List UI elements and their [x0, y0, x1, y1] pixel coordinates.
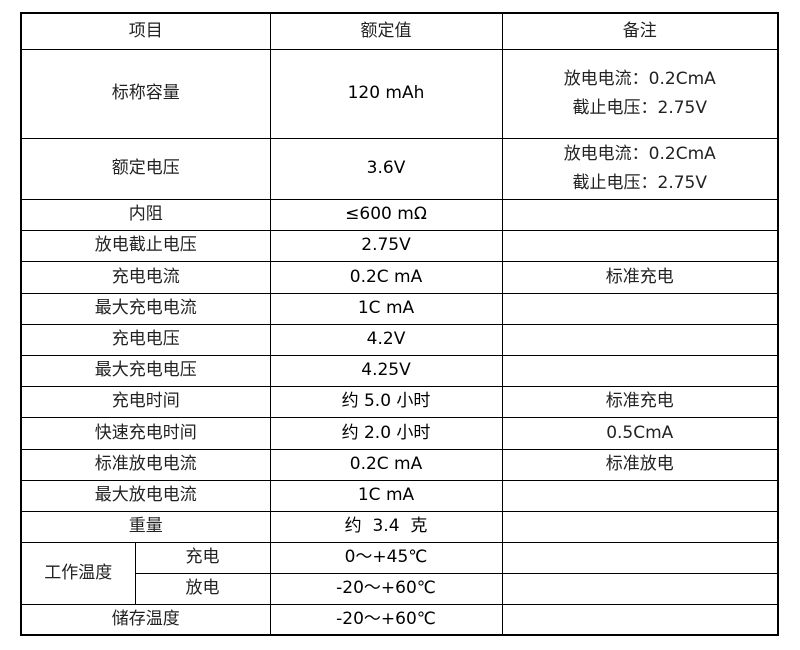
rated-value: 4.2V [269, 323, 503, 356]
rated-value: 约 2.0 小时 [269, 416, 503, 450]
remark-cell [501, 603, 779, 636]
remark-cell [501, 354, 779, 387]
table-row: 储存温度 -20～+60℃ [20, 603, 779, 636]
remark-cell [501, 229, 779, 262]
remark-cell [501, 323, 779, 356]
remark: 0.5CmA [606, 422, 674, 443]
remark-cell: 0.5CmA [501, 416, 779, 450]
item-name: 标准放电电流 [20, 448, 271, 481]
table-row: 充电时间 约 5.0 小时 标准充电 [20, 385, 779, 418]
rated-value: 约 5.0 小时 [269, 385, 503, 418]
remark-cell [501, 479, 779, 512]
item-name: 重量 [20, 510, 271, 543]
header-rated: 额定值 [269, 12, 503, 50]
table-row: 最大充电电压 4.25V [20, 354, 779, 387]
table-row: 最大充电电流 1C mA [20, 292, 779, 325]
rated-value: 3.6V [269, 137, 503, 200]
remark-line: 截止电压：2.75V [572, 97, 707, 118]
rated-value: 约 3.4 克 [269, 510, 503, 543]
rated-value: 120 mAh [269, 48, 503, 139]
remark: 标准放电 [605, 454, 674, 474]
remark-cell [501, 541, 779, 574]
remark-cell: 标准放电 [501, 448, 779, 481]
sub-item: 放电 [134, 572, 271, 605]
item-name: 额定电压 [20, 137, 271, 200]
remark-cell: 放电电流：0.2CmA 截止电压：2.75V [501, 137, 779, 200]
table-row: 放电 -20～+60℃ [21, 572, 779, 605]
remark-cell [501, 510, 779, 543]
item-name: 内阻 [20, 198, 271, 231]
rated-value: -20～+60℃ [269, 603, 503, 636]
rated-value: 1C mA [269, 479, 503, 512]
battery-spec-table: 项目 额定值 备注 标称容量 120 mAh 放电电流：0.2CmA 截止电压：2… [20, 12, 779, 636]
rated-value: 0.2C mA [269, 448, 503, 481]
item-name: 最大放电电流 [20, 479, 271, 512]
table-row: 重量 约 3.4 克 [20, 510, 779, 543]
remark-cell: 放电电流：0.2CmA 截止电压：2.75V [501, 48, 779, 139]
table-row: 充电电压 4.2V [20, 323, 779, 356]
remark-cell [501, 292, 779, 325]
remark-line: 截止电压：2.75V [572, 172, 707, 193]
remark: 标准充电 [605, 391, 674, 411]
header-item: 项目 [20, 12, 271, 50]
remark-cell: 标准充电 [501, 385, 779, 418]
table-row: 充电电流 0.2C mA 标准充电 [20, 260, 779, 294]
rated-value: 2.75V [269, 229, 503, 262]
table-row: 额定电压 3.6V 放电电流：0.2CmA 截止电压：2.75V [20, 137, 779, 200]
item-name: 充电时间 [20, 385, 271, 418]
rated-value: ≤600 mΩ [269, 198, 503, 231]
rated-value: -20～+60℃ [269, 572, 503, 605]
table-row: 内阻 ≤600 mΩ [20, 198, 779, 231]
remark-cell: 标准充电 [501, 260, 779, 294]
remark-line: 放电电流：0.2CmA [563, 68, 716, 89]
item-name: 最大充电电压 [20, 354, 271, 387]
item-name: 标称容量 [20, 48, 271, 139]
item-name: 工作温度 [20, 541, 136, 605]
table-row: 最大放电电流 1C mA [20, 479, 779, 512]
table-row: 标准放电电流 0.2C mA 标准放电 [20, 448, 779, 481]
table-row: 工作温度 充电 0～+45℃ [20, 541, 779, 605]
rated-value: 1C mA [269, 292, 503, 325]
header-remark: 备注 [501, 12, 779, 50]
sub-item: 充电 [134, 541, 271, 574]
header-row: 项目 额定值 备注 [20, 12, 779, 50]
item-name: 充电电流 [20, 260, 271, 294]
remark-line: 放电电流：0.2CmA [563, 143, 716, 164]
rated-value: 4.25V [269, 354, 503, 387]
item-name: 最大充电电流 [20, 292, 271, 325]
remark-cell [501, 572, 779, 605]
remark-cell [501, 198, 779, 231]
item-name: 储存温度 [20, 603, 271, 636]
item-name: 放电截止电压 [20, 229, 271, 262]
table-row: 快速充电时间 约 2.0 小时 0.5CmA [20, 416, 779, 450]
table-row: 放电截止电压 2.75V [20, 229, 779, 262]
rated-value: 0.2C mA [269, 260, 503, 294]
rated-value: 0～+45℃ [269, 541, 503, 574]
table-row: 标称容量 120 mAh 放电电流：0.2CmA 截止电压：2.75V [20, 48, 779, 139]
remark: 标准充电 [605, 266, 674, 287]
item-name: 充电电压 [20, 323, 271, 356]
item-name: 快速充电时间 [20, 416, 271, 450]
